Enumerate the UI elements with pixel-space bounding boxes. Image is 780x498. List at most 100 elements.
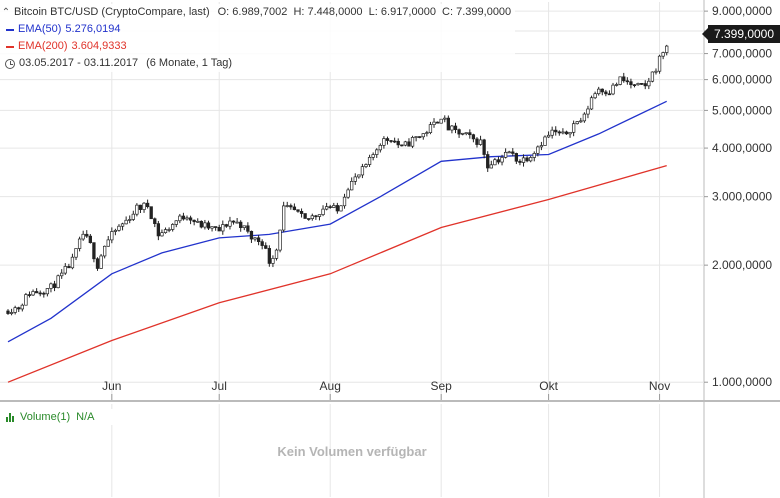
- candle-body: [636, 83, 640, 86]
- candle-body: [486, 154, 490, 169]
- candle-body: [500, 157, 504, 163]
- candle-body: [192, 219, 196, 223]
- candle-body: [285, 205, 289, 207]
- candle-body: [328, 206, 332, 208]
- candle-body: [181, 215, 186, 220]
- clock-icon: [5, 58, 15, 69]
- candle-body: [267, 248, 271, 264]
- candle-body: [546, 134, 551, 138]
- y-tick-label: 1.000,0000: [712, 375, 772, 389]
- candle-body: [435, 121, 440, 124]
- x-tick-label: Jun: [102, 379, 121, 393]
- chart-legend: ⌃ Bitcoin BTC/USD (CryptoCompare, last) …: [0, 4, 516, 72]
- candle-body: [525, 157, 529, 162]
- candle-body: [314, 215, 318, 218]
- candle-body: [49, 283, 53, 289]
- candle-body: [389, 140, 393, 142]
- candle-body: [163, 229, 168, 234]
- candle-body: [622, 76, 626, 82]
- candle-body: [600, 88, 604, 93]
- candle-body: [203, 222, 207, 228]
- candle-body: [543, 136, 547, 146]
- candle-body: [196, 220, 200, 223]
- candle-body: [110, 231, 114, 241]
- candle-body: [206, 222, 211, 229]
- legend-ema200[interactable]: EMA(200) 3.604,9333: [0, 38, 511, 55]
- candle-body: [493, 159, 497, 166]
- candle-body: [20, 304, 24, 310]
- candle-body: [242, 225, 246, 229]
- candle-body: [210, 226, 214, 229]
- candle-body: [217, 227, 221, 232]
- candle-body: [457, 129, 461, 135]
- candle-body: [77, 238, 82, 249]
- candle-body: [521, 157, 526, 163]
- candle-body: [34, 291, 39, 294]
- candle-body: [81, 233, 85, 240]
- candle-body: [88, 235, 92, 243]
- candle-body: [478, 139, 483, 145]
- candle-body: [228, 220, 232, 227]
- candle-body: [410, 137, 415, 147]
- volume-legend[interactable]: Volume(1) N/A: [0, 409, 126, 425]
- candle-body: [614, 84, 619, 86]
- legend-ema50[interactable]: EMA(50) 5.276,0194: [0, 21, 511, 38]
- x-tick-label: Jul: [212, 379, 227, 393]
- candle-body: [586, 108, 590, 115]
- candle-body: [640, 83, 644, 85]
- candle-body: [271, 257, 275, 264]
- candle-body: [561, 131, 565, 134]
- candle-body: [52, 283, 57, 289]
- legend-ema200-label: EMA(200): [18, 40, 68, 52]
- legend-range-detail: (6 Monate, 1 Tag): [146, 57, 233, 69]
- candle-body: [9, 312, 14, 314]
- candle-body: [582, 113, 587, 122]
- legend-range[interactable]: 03.05.2017 - 03.11.2017 (6 Monate, 1 Tag…: [0, 55, 511, 72]
- candle-body: [138, 204, 143, 210]
- candle-body: [604, 91, 608, 95]
- candle-body: [439, 118, 443, 124]
- y-tick-label: 2.000,0000: [712, 258, 772, 272]
- candle-body: [332, 205, 336, 208]
- candle-body: [353, 176, 357, 182]
- candle-body: [299, 210, 304, 214]
- candle-body: [17, 307, 21, 310]
- candle-body: [310, 215, 314, 219]
- candle-body: [503, 151, 508, 158]
- chevron-up-icon[interactable]: ⌃: [1, 7, 11, 18]
- volume-value: N/A: [76, 411, 95, 423]
- candle-body: [239, 221, 243, 229]
- candle-body: [425, 132, 429, 134]
- candle-body: [339, 205, 343, 212]
- candle-body: [342, 196, 347, 207]
- candle-body: [650, 71, 655, 82]
- candle-body: [443, 117, 447, 120]
- candle-body: [145, 202, 150, 208]
- candle-body: [42, 292, 46, 295]
- candle-body: [74, 248, 78, 258]
- candle-body: [579, 120, 583, 123]
- candle-body: [629, 81, 633, 86]
- y-tick-label: 5.000,0000: [712, 103, 772, 117]
- volume-label: Volume(1): [20, 411, 71, 423]
- legend-ema200-value: 3.604,9333: [71, 40, 127, 52]
- candle-body: [45, 288, 50, 295]
- candle-body: [382, 138, 386, 146]
- candle-body: [264, 245, 268, 249]
- candle-body: [657, 55, 662, 72]
- legend-main-label: Bitcoin BTC/USD (CryptoCompare, last): [14, 6, 210, 18]
- candle-body: [360, 166, 365, 176]
- bar-chart-icon: [6, 412, 14, 422]
- candle-body: [38, 292, 42, 295]
- candle-body: [224, 224, 229, 227]
- legend-main[interactable]: ⌃ Bitcoin BTC/USD (CryptoCompare, last) …: [0, 4, 511, 21]
- candle-body: [135, 204, 139, 215]
- candle-body: [235, 221, 239, 224]
- candle-body: [85, 233, 89, 237]
- candle-body: [289, 205, 293, 208]
- candle-body: [31, 291, 35, 296]
- candle-body: [496, 159, 501, 163]
- candle-body: [607, 93, 612, 96]
- candle-body: [632, 84, 637, 87]
- candle-body: [432, 121, 436, 125]
